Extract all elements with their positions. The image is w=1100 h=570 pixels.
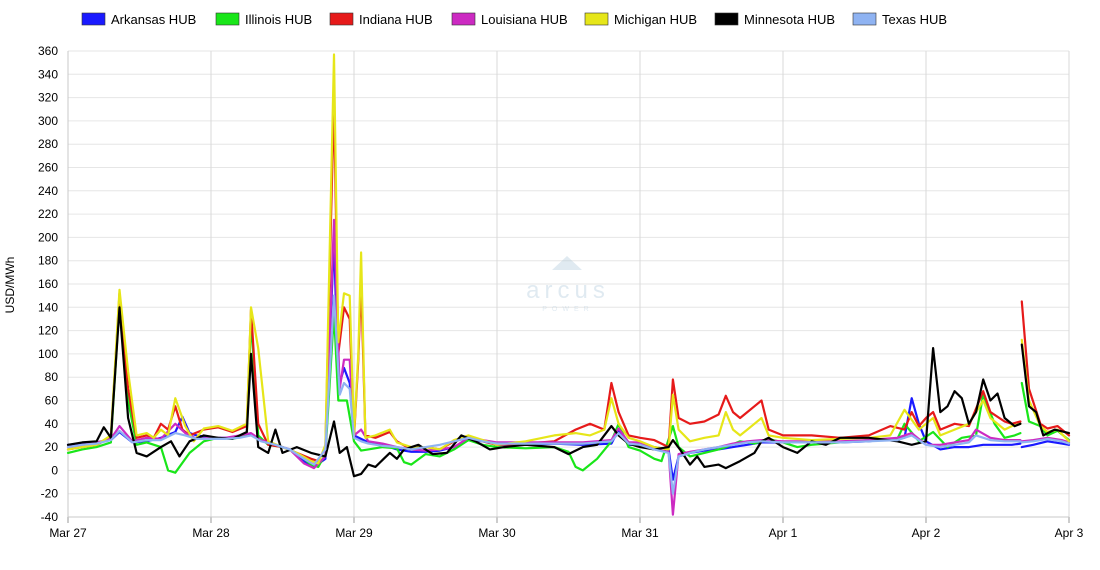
y-tick-label: 280 <box>38 137 58 151</box>
x-tick-label: Apr 2 <box>912 526 941 540</box>
legend-item-minnesota-hub[interactable]: Minnesota HUB <box>714 12 835 27</box>
x-tick-label: Mar 30 <box>478 526 516 540</box>
legend-swatch <box>215 12 240 26</box>
legend-label: Indiana HUB <box>359 12 433 27</box>
legend-label: Michigan HUB <box>614 12 697 27</box>
watermark-sub-text: POWER <box>542 306 593 313</box>
series-line-texas-hub <box>66 294 1071 495</box>
legend-swatch <box>329 12 354 26</box>
y-tick-label: 100 <box>38 347 58 361</box>
watermark-triangle-icon <box>552 256 582 270</box>
y-tick-label: 20 <box>45 440 59 454</box>
legend-label: Louisiana HUB <box>481 12 568 27</box>
chart-series <box>66 53 1071 516</box>
y-tick-label: 180 <box>38 254 58 268</box>
y-tick-label: 120 <box>38 324 58 338</box>
y-tick-label: 260 <box>38 161 58 175</box>
y-tick-label: -40 <box>41 510 59 524</box>
x-tick-label: Mar 31 <box>621 526 659 540</box>
legend-label: Arkansas HUB <box>111 12 196 27</box>
legend-item-texas-hub[interactable]: Texas HUB <box>852 12 947 27</box>
y-tick-label: 240 <box>38 184 58 198</box>
y-axis-label: USD/MWh <box>3 257 17 314</box>
legend-swatch <box>714 12 739 26</box>
legend-swatch <box>584 12 609 26</box>
y-tick-label: 300 <box>38 114 58 128</box>
legend-label: Texas HUB <box>882 12 947 27</box>
y-tick-label: 320 <box>38 91 58 105</box>
y-tick-label: 160 <box>38 277 58 291</box>
x-tick-label: Apr 1 <box>769 526 798 540</box>
y-tick-label: 340 <box>38 67 58 81</box>
legend-item-indiana-hub[interactable]: Indiana HUB <box>329 12 433 27</box>
legend-label: Illinois HUB <box>245 12 312 27</box>
legend-item-arkansas-hub[interactable]: Arkansas HUB <box>81 12 196 27</box>
x-tick-label: Mar 29 <box>335 526 373 540</box>
y-tick-label: 0 <box>51 463 58 477</box>
y-tick-label: 360 <box>38 44 58 58</box>
legend-item-michigan-hub[interactable]: Michigan HUB <box>584 12 697 27</box>
legend-item-illinois-hub[interactable]: Illinois HUB <box>215 12 312 27</box>
legend-item-louisiana-hub[interactable]: Louisiana HUB <box>451 12 568 27</box>
legend-swatch <box>852 12 877 26</box>
watermark-main-text: arcus <box>526 277 610 304</box>
x-tick-label: Mar 27 <box>49 526 87 540</box>
y-tick-label: 220 <box>38 207 58 221</box>
legend-swatch <box>451 12 476 26</box>
y-tick-label: 80 <box>45 370 59 384</box>
y-tick-label: 40 <box>45 417 59 431</box>
watermark-logo: arcus POWER <box>526 256 610 313</box>
legend-label: Minnesota HUB <box>744 12 835 27</box>
legend-swatch <box>81 12 106 26</box>
chart-axes: -40 -20 0 20 40 60 80 100 120 140 160 180 200 220 240 2… <box>38 44 1084 540</box>
chart-legend: Arkansas HUB Illinois HUB Indiana HUB Louis… <box>81 12 947 27</box>
y-tick-label: 140 <box>38 300 58 314</box>
y-tick-label: -20 <box>41 487 59 501</box>
x-tick-label: Apr 3 <box>1055 526 1084 540</box>
y-tick-label: 200 <box>38 230 58 244</box>
y-tick-label: 60 <box>45 394 59 408</box>
x-tick-label: Mar 28 <box>192 526 230 540</box>
